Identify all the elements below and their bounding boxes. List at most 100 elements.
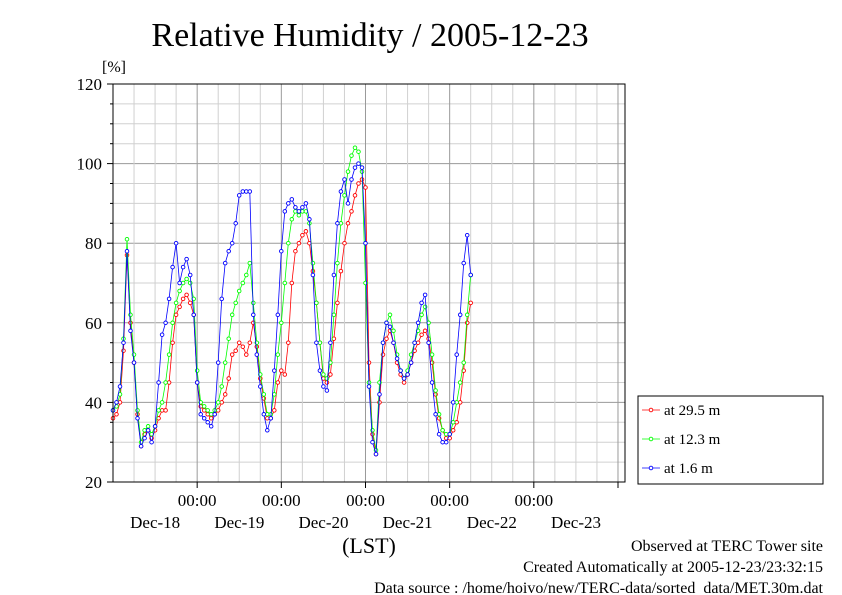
data-point	[331, 312, 337, 318]
data-point	[215, 400, 221, 405]
data-point	[450, 400, 456, 405]
grid-lines	[112, 84, 625, 482]
data-point	[373, 451, 379, 457]
series-2	[110, 145, 473, 453]
data-point	[426, 340, 431, 345]
data-point	[208, 424, 214, 429]
data-point	[247, 260, 253, 266]
data-point	[303, 201, 309, 206]
data-point	[177, 280, 182, 286]
data-point	[163, 380, 168, 385]
legend-item: at 12.3 m	[642, 432, 721, 448]
data-point	[415, 320, 421, 326]
data-point	[394, 356, 400, 361]
data-point	[282, 209, 288, 214]
data-point	[289, 217, 295, 222]
data-point	[408, 360, 414, 365]
footer-data-source: Data source : /home/hoivo/new/TERC-data/…	[374, 580, 823, 595]
data-point	[184, 256, 189, 262]
data-point	[121, 348, 126, 353]
data-point	[166, 352, 172, 357]
data-point	[219, 384, 224, 389]
data-point	[145, 424, 151, 429]
footer-observed-at: Observed at TERC Tower site	[631, 538, 823, 555]
data-point	[300, 232, 305, 238]
data-point	[412, 340, 417, 345]
data-point	[391, 340, 396, 345]
legend-label: at 29.5 m	[664, 403, 721, 419]
data-point	[296, 209, 302, 214]
data-point	[268, 416, 274, 421]
data-point	[314, 300, 319, 306]
data-point	[219, 296, 224, 302]
x-tick-time-label: 00:00	[514, 491, 553, 510]
legend-swatch-marker	[648, 465, 654, 471]
data-point	[359, 165, 365, 170]
data-point	[236, 193, 242, 198]
x-tick-day-label: Dec-20	[298, 513, 348, 532]
data-point	[443, 439, 449, 445]
series-lines	[110, 145, 473, 457]
data-point	[296, 240, 302, 246]
data-point	[303, 229, 309, 234]
data-point	[201, 416, 207, 421]
data-point	[226, 248, 231, 254]
data-point	[138, 443, 144, 449]
data-point	[275, 352, 281, 357]
data-point	[331, 272, 337, 278]
data-point	[187, 272, 193, 278]
data-point	[170, 340, 175, 345]
data-point	[226, 336, 231, 341]
data-point	[384, 320, 389, 326]
data-point	[114, 412, 119, 417]
data-point	[335, 260, 340, 266]
data-point	[450, 420, 456, 425]
y-tick-label: 60	[85, 314, 102, 333]
data-point	[272, 408, 277, 413]
y-tick-label: 100	[77, 155, 103, 174]
data-point	[279, 368, 284, 373]
data-point	[440, 439, 445, 445]
data-point	[247, 340, 253, 345]
data-point	[244, 272, 249, 278]
data-point	[440, 428, 445, 433]
data-point	[447, 431, 452, 437]
legend-swatch-marker	[648, 407, 654, 413]
data-point	[261, 392, 267, 397]
data-point	[384, 336, 389, 341]
data-point	[422, 292, 428, 298]
data-point	[159, 400, 165, 405]
data-point	[387, 312, 393, 318]
data-point	[342, 240, 347, 246]
x-axis-ticks: 00:00 Dec-18 00:00 Dec-19 00:00 Dec-20 00:00 De…	[130, 482, 619, 532]
data-point	[173, 300, 179, 306]
x-tick-time-label: 00:00	[178, 491, 217, 510]
y-tick-label: 120	[77, 75, 103, 94]
data-point	[163, 408, 168, 413]
data-point	[457, 380, 463, 385]
data-point	[226, 376, 231, 381]
data-point	[363, 240, 368, 246]
data-point	[282, 280, 288, 286]
data-point	[124, 236, 130, 242]
data-point	[366, 384, 372, 389]
data-point	[468, 272, 473, 278]
x-tick-time-label: 00:00	[262, 491, 301, 510]
data-point	[328, 372, 333, 377]
data-point	[272, 368, 277, 373]
x-tick-time-label: 00:00	[346, 491, 385, 510]
data-point	[342, 177, 347, 182]
data-point	[352, 145, 358, 150]
data-point	[187, 300, 193, 306]
data-point	[366, 360, 372, 365]
data-point	[286, 340, 291, 345]
data-point	[128, 312, 133, 318]
data-point	[429, 352, 435, 357]
data-point	[212, 412, 217, 417]
data-point	[321, 384, 326, 389]
data-point	[436, 431, 442, 437]
data-point	[300, 205, 305, 210]
data-point	[345, 221, 351, 226]
data-point	[370, 439, 375, 445]
data-point	[317, 368, 323, 373]
